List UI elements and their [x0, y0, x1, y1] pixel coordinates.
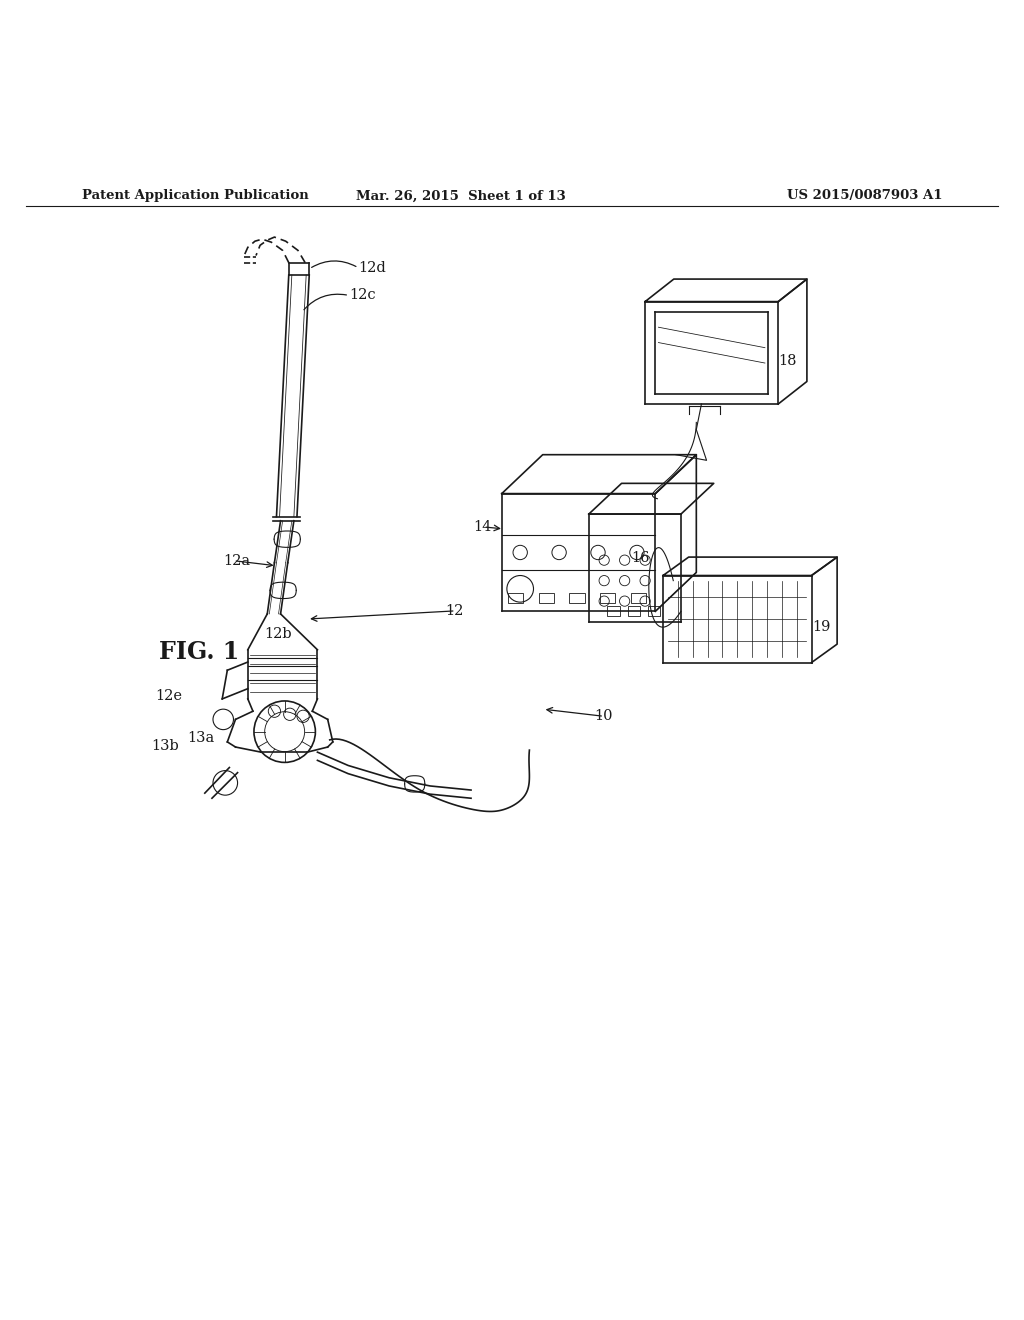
- Text: 13b: 13b: [152, 739, 179, 752]
- Text: 18: 18: [778, 354, 797, 368]
- Text: Patent Application Publication: Patent Application Publication: [82, 190, 308, 202]
- Text: 16: 16: [631, 550, 649, 565]
- Text: US 2015/0087903 A1: US 2015/0087903 A1: [786, 190, 942, 202]
- Text: 12: 12: [445, 603, 464, 618]
- Bar: [607, 606, 620, 616]
- Text: Mar. 26, 2015  Sheet 1 of 13: Mar. 26, 2015 Sheet 1 of 13: [356, 190, 565, 202]
- Bar: [628, 606, 640, 616]
- Bar: [648, 606, 660, 616]
- Bar: [508, 593, 523, 603]
- Text: 19: 19: [812, 620, 830, 634]
- Text: FIG. 1: FIG. 1: [159, 640, 239, 664]
- Bar: [600, 593, 615, 603]
- Bar: [539, 593, 554, 603]
- Text: 12d: 12d: [358, 261, 386, 275]
- Text: 10: 10: [594, 709, 612, 723]
- Text: 12b: 12b: [264, 627, 292, 642]
- Text: 14: 14: [473, 520, 492, 533]
- Text: 12c: 12c: [349, 289, 376, 302]
- Bar: [631, 593, 646, 603]
- Text: 13a: 13a: [187, 731, 215, 744]
- Bar: [569, 593, 585, 603]
- Text: 12a: 12a: [223, 553, 250, 568]
- Text: 12e: 12e: [156, 689, 182, 702]
